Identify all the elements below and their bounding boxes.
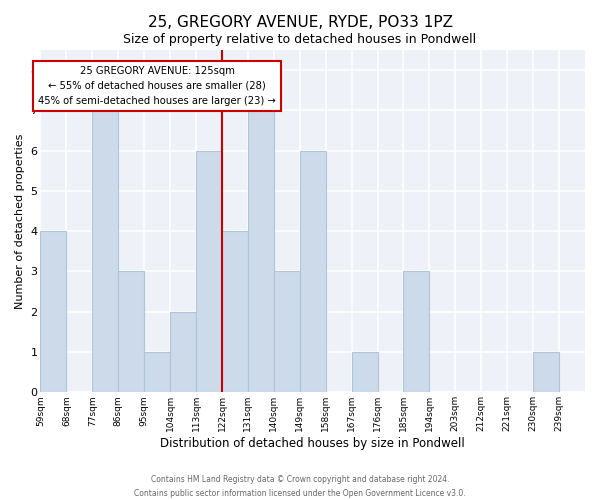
Bar <box>170 312 196 392</box>
Bar <box>222 231 248 392</box>
Bar <box>274 272 300 392</box>
Bar <box>118 272 144 392</box>
Bar <box>196 150 222 392</box>
Bar <box>144 352 170 393</box>
Bar <box>403 272 430 392</box>
Text: Size of property relative to detached houses in Pondwell: Size of property relative to detached ho… <box>124 32 476 46</box>
Text: Contains HM Land Registry data © Crown copyright and database right 2024.
Contai: Contains HM Land Registry data © Crown c… <box>134 476 466 498</box>
Y-axis label: Number of detached properties: Number of detached properties <box>15 134 25 309</box>
Bar <box>533 352 559 393</box>
X-axis label: Distribution of detached houses by size in Pondwell: Distribution of detached houses by size … <box>160 437 465 450</box>
Bar <box>300 150 326 392</box>
Bar <box>92 110 118 392</box>
Bar <box>352 352 377 393</box>
Text: 25, GREGORY AVENUE, RYDE, PO33 1PZ: 25, GREGORY AVENUE, RYDE, PO33 1PZ <box>148 15 452 30</box>
Text: 25 GREGORY AVENUE: 125sqm
← 55% of detached houses are smaller (28)
45% of semi-: 25 GREGORY AVENUE: 125sqm ← 55% of detac… <box>38 66 276 106</box>
Bar <box>40 231 67 392</box>
Bar <box>248 110 274 392</box>
